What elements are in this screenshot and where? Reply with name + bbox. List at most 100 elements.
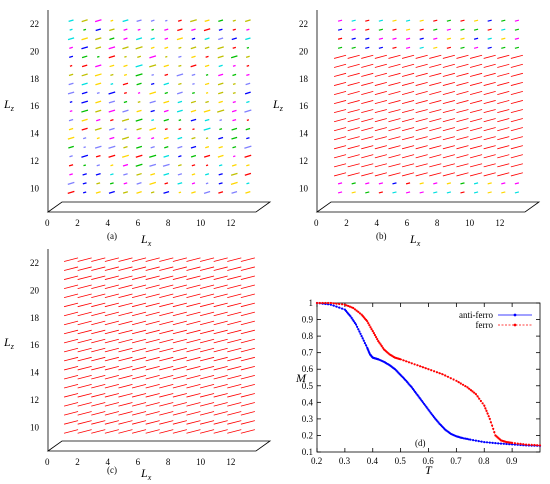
spin-dot <box>95 37 102 41</box>
spin-dot <box>110 73 114 76</box>
spin-arrow <box>415 136 428 141</box>
x-tick-label: 0.6 <box>423 456 435 466</box>
spin-dot <box>501 182 506 185</box>
spin-dot <box>149 55 157 59</box>
data-point-ferro <box>478 397 481 400</box>
spin-arrow <box>213 420 228 425</box>
spin-dot <box>191 173 196 176</box>
data-point-ferro <box>338 302 341 306</box>
spin-dot <box>405 191 411 194</box>
spin-arrow <box>131 266 147 271</box>
spin-arrow <box>227 293 242 299</box>
z-axis-subscript: z <box>10 342 15 351</box>
spin-dot <box>446 19 452 22</box>
spin-dot <box>136 172 142 176</box>
spin-arrow <box>145 257 160 262</box>
spin-dot <box>149 91 157 95</box>
spin-dot <box>232 91 236 95</box>
spin-dot <box>245 55 250 59</box>
spin-dot <box>95 82 102 86</box>
panel-d: 0.2 0.3 0.4 0.5 0.6 0.7 0.8 0.9 0.10.20.30.40.5… <box>295 298 542 477</box>
z-axis-label: Lz <box>3 97 15 113</box>
spin-arrow <box>227 320 242 326</box>
data-point-ferro <box>462 383 465 386</box>
spin-arrow <box>77 374 92 380</box>
spin-arrow <box>118 420 133 425</box>
spin-arrow <box>374 63 387 68</box>
spin-arrow <box>77 329 92 335</box>
spin-dot <box>419 182 424 185</box>
x-tick-label: 0.8 <box>478 456 490 466</box>
spin-arrow <box>172 356 187 362</box>
data-point-ferro <box>483 404 486 407</box>
spin-dot <box>83 146 86 149</box>
spin-arrow <box>91 429 106 434</box>
data-point-anti-ferro <box>491 441 494 444</box>
spin-arrow <box>63 393 79 398</box>
spin-arrow <box>186 311 201 317</box>
spin-arrow <box>63 311 79 317</box>
spin-dot <box>123 173 128 176</box>
spin-dot <box>69 46 74 49</box>
data-point-ferro <box>373 334 377 337</box>
spin-arrow <box>186 275 201 280</box>
spin-dot <box>81 55 88 59</box>
spin-arrow <box>456 81 469 86</box>
spin-dot <box>192 82 195 85</box>
z-tick-labels: 10 12 14 16 18 20 22 <box>30 19 40 193</box>
spin-arrow <box>63 338 79 344</box>
z-tick-label: 18 <box>30 313 40 323</box>
spin-arrow <box>388 91 401 95</box>
spin-dot <box>150 146 155 149</box>
data-point-anti-ferro <box>462 437 465 440</box>
spin-arrow <box>145 320 160 326</box>
spin-arrow <box>401 100 415 105</box>
data-point-anti-ferro <box>352 320 355 323</box>
spin-arrow <box>240 302 255 308</box>
spin-dot <box>122 82 129 86</box>
spin-arrow <box>186 429 201 434</box>
spin-arrow <box>497 136 510 141</box>
x-tick-label: 2 <box>75 218 80 228</box>
spin-arrow <box>469 127 483 132</box>
spin-dot <box>392 191 397 194</box>
spin-dot <box>245 127 251 131</box>
spin-dot <box>191 91 195 95</box>
spin-dot <box>218 73 224 77</box>
spin-arrow <box>63 329 79 335</box>
spin-arrow <box>118 411 133 416</box>
spin-arrow <box>91 411 106 416</box>
spin-dot <box>69 155 73 158</box>
spin-dot <box>177 28 183 32</box>
spin-arrow <box>374 91 387 95</box>
spin-arrow <box>240 420 255 425</box>
spin-arrow <box>497 154 510 159</box>
spin-arrow <box>77 411 92 416</box>
spin-arrow <box>186 320 201 326</box>
spin-dot <box>136 37 143 41</box>
spin-dot <box>218 136 224 140</box>
spin-arrow <box>118 266 133 271</box>
spin-arrow <box>361 172 374 177</box>
spin-dot <box>110 173 114 176</box>
spin-arrow <box>159 411 174 416</box>
spin-arrow <box>104 384 119 389</box>
spin-dot <box>392 19 397 22</box>
spin-arrow <box>497 172 510 177</box>
spin-arrow <box>456 136 469 141</box>
spin-arrow <box>213 347 228 353</box>
spin-dot <box>218 173 223 176</box>
data-point-ferro <box>371 330 374 333</box>
data-point-anti-ferro <box>335 305 338 308</box>
spin-dot <box>150 19 155 22</box>
spin-field <box>63 257 255 434</box>
x-tick-label: 4 <box>105 457 110 467</box>
spin-dot <box>149 163 157 167</box>
spin-dot <box>365 46 370 49</box>
y-axis-label: M <box>295 371 307 385</box>
spin-dot <box>392 28 397 31</box>
spin-arrow <box>63 374 79 380</box>
y-tick-label: 1 <box>309 298 314 308</box>
data-point-anti-ferro <box>422 402 426 405</box>
spin-dot <box>191 136 196 140</box>
